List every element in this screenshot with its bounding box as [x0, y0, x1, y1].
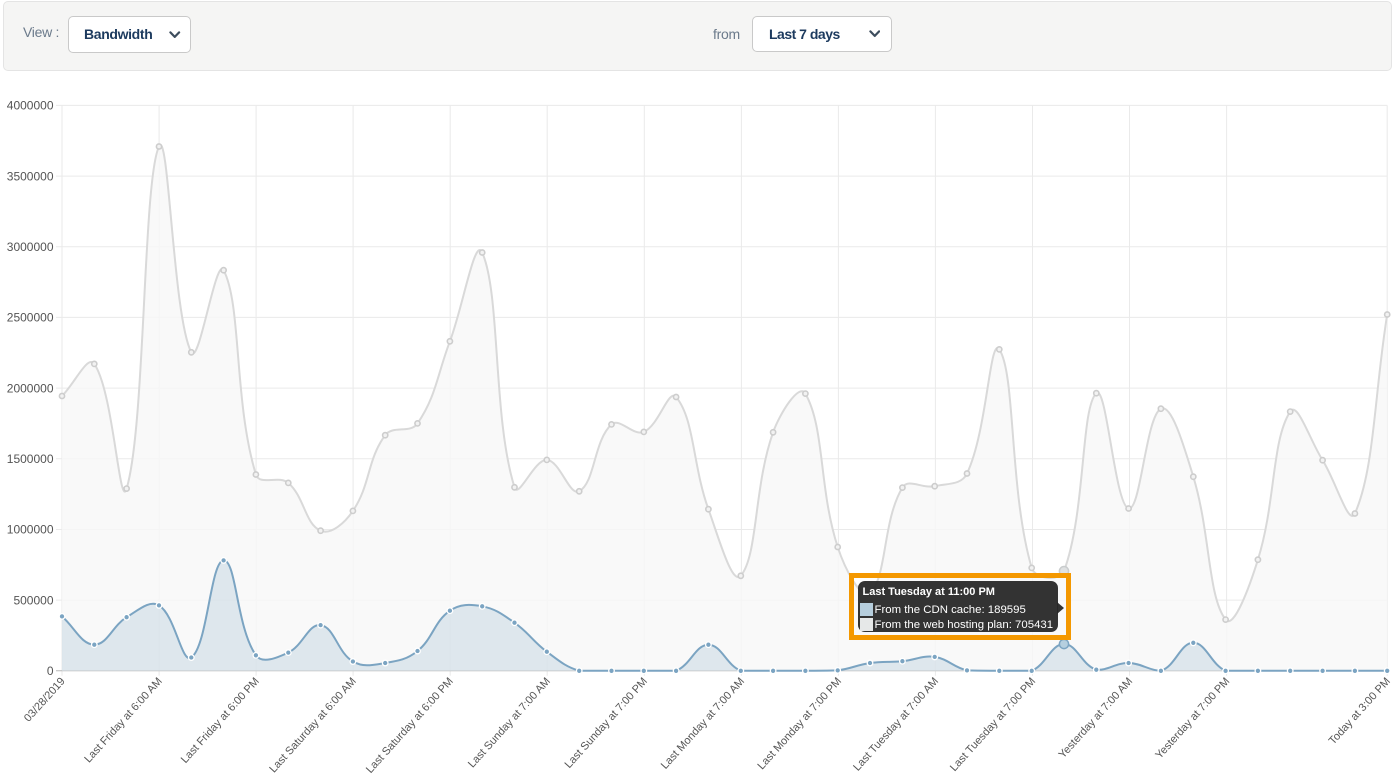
svg-text:Last Saturday at 6:00 AM: Last Saturday at 6:00 AM — [267, 675, 359, 775]
svg-text:4000000: 4000000 — [7, 99, 54, 113]
svg-text:Last Sunday at 7:00 AM: Last Sunday at 7:00 AM — [466, 675, 553, 770]
svg-text:1000000: 1000000 — [7, 523, 54, 537]
svg-text:3500000: 3500000 — [7, 169, 54, 183]
svg-text:500000: 500000 — [13, 593, 53, 607]
svg-text:3000000: 3000000 — [7, 240, 54, 254]
svg-text:Last Saturday at 6:00 PM: Last Saturday at 6:00 PM — [364, 675, 456, 775]
svg-text:Today at 3:00 PM: Today at 3:00 PM — [1327, 675, 1393, 747]
svg-text:Last Friday at 6:00 AM: Last Friday at 6:00 AM — [82, 675, 165, 765]
svg-text:Yesterday at 7:00 AM: Yesterday at 7:00 AM — [1057, 675, 1136, 760]
svg-text:1500000: 1500000 — [7, 452, 54, 466]
svg-text:Last Friday at 6:00 PM: Last Friday at 6:00 PM — [179, 675, 262, 765]
svg-text:Last Monday at 7:00 PM: Last Monday at 7:00 PM — [755, 675, 844, 772]
svg-text:03/28/2019: 03/28/2019 — [22, 675, 68, 724]
svg-text:0: 0 — [47, 664, 54, 678]
svg-text:Last Monday at 7:00 AM: Last Monday at 7:00 AM — [659, 675, 747, 771]
svg-text:Last Sunday at 7:00 PM: Last Sunday at 7:00 PM — [563, 675, 650, 770]
svg-text:2000000: 2000000 — [7, 381, 54, 395]
svg-text:Last Tuesday at 7:00 PM: Last Tuesday at 7:00 PM — [948, 675, 1038, 773]
svg-text:Last Tuesday at 7:00 AM: Last Tuesday at 7:00 AM — [851, 675, 941, 773]
svg-text:Yesterday at 7:00 PM: Yesterday at 7:00 PM — [1153, 675, 1232, 761]
svg-text:2500000: 2500000 — [7, 311, 54, 325]
